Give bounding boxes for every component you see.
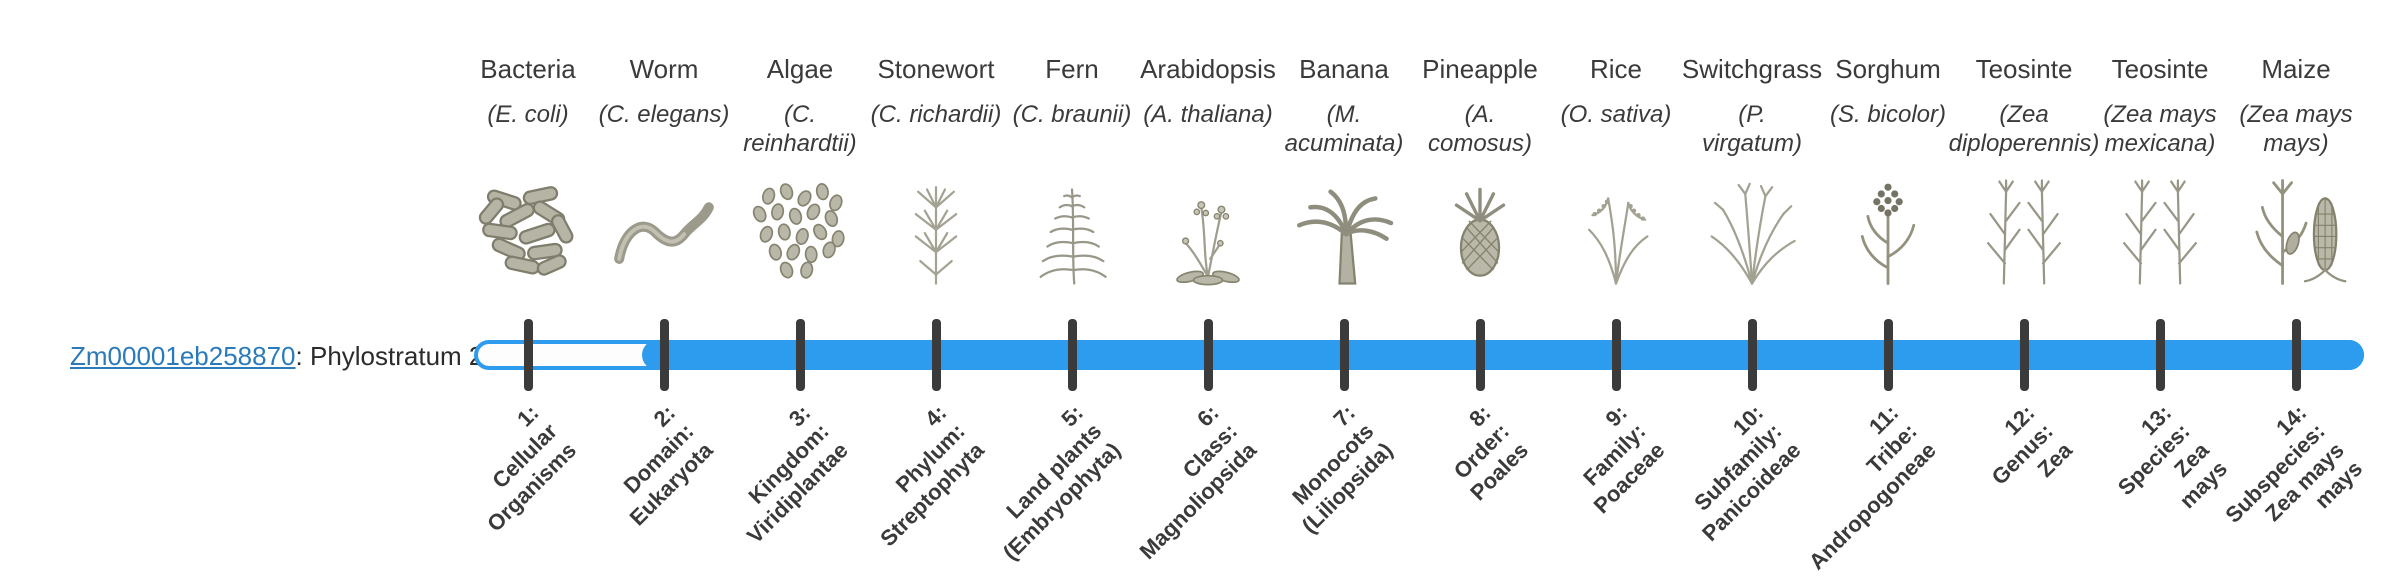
phylostrata-bar-fill xyxy=(642,340,2364,370)
stratum-label-1: 1: Cellular Organisms xyxy=(482,400,581,537)
organism-scientific-name: (C. elegans) xyxy=(598,101,730,128)
stratum-tick-7 xyxy=(1340,319,1349,391)
maize-icon xyxy=(2211,168,2381,288)
stratum-tick-4 xyxy=(932,319,941,391)
arabidopsis-icon xyxy=(1123,168,1293,288)
bacteria-icon xyxy=(443,168,613,288)
fern-icon xyxy=(987,168,1157,288)
phylostrata-bar xyxy=(474,340,2364,370)
organism-scientific-name: (A. comosus) xyxy=(1427,101,1533,158)
stratum-label-9: 9: Family: Poaceae xyxy=(1578,400,1669,519)
gene-label: Zm00001eb258870: Phylostratum 2 xyxy=(70,340,483,372)
organism-name: Algae xyxy=(766,54,834,84)
stratum-label-14: 14: Subspecies: Zea mays mays xyxy=(2221,400,2368,528)
organism-scientific-name: (E. coli) xyxy=(487,101,569,128)
gene-id-link[interactable]: Zm00001eb258870 xyxy=(70,341,296,371)
organism-scientific-name: (P. virgatum) xyxy=(1701,101,1803,158)
switchgrass-icon xyxy=(1667,168,1837,288)
stratum-tick-10 xyxy=(1748,319,1757,391)
organism-name: Arabidopsis xyxy=(1140,54,1276,84)
worm-icon xyxy=(579,168,749,288)
organism-name: Maize xyxy=(2261,54,2331,84)
stratum-label-8: 8: Order: Poales xyxy=(1449,400,1533,506)
stratum-label-7: 7: Monocots (Liliopsida) xyxy=(1287,400,1397,538)
organism-scientific-name: (A. thaliana) xyxy=(1143,101,1273,128)
organism-scientific-name: (M. acuminata) xyxy=(1284,101,1404,158)
stratum-tick-2 xyxy=(660,319,669,391)
stratum-tick-1 xyxy=(524,319,533,391)
stratum-label-13: 13: Species: Zea mays xyxy=(2112,400,2232,514)
stonewort-icon xyxy=(851,168,1021,288)
stratum-label-2: 2: Domain: Eukaryota xyxy=(618,400,717,531)
stratum-tick-12 xyxy=(2020,319,2029,391)
stratum-label-12: 12: Genus: Zea xyxy=(1987,400,2077,490)
teosinte-icon xyxy=(1939,168,2109,288)
stratum-tick-6 xyxy=(1204,319,1213,391)
organism-name: Teosinte xyxy=(1975,54,2073,84)
organism-name: Teosinte xyxy=(2111,54,2209,84)
organism-name: Stonewort xyxy=(877,54,995,84)
organism-name: Sorghum xyxy=(1835,54,1941,84)
organism-name: Pineapple xyxy=(1422,54,1538,84)
gene-phylostratum-text: : Phylostratum 2 xyxy=(295,341,484,371)
stratum-label-6: 6: Class: Magnoliopsida xyxy=(1134,400,1261,564)
organism-scientific-name: (S. bicolor) xyxy=(1829,101,1947,128)
organism-name: Switchgrass xyxy=(1681,54,1823,84)
stratum-label-4: 4: Phylum: Streptophyta xyxy=(875,400,989,551)
organism-scientific-name: (Zea diploperennis) xyxy=(1948,101,2100,158)
organism-scientific-name: (C. braunii) xyxy=(1012,101,1132,128)
stratum-label-11: 11: Tribe: Andropogoneae xyxy=(1804,400,1941,575)
stratum-tick-13 xyxy=(2156,319,2165,391)
organism-name: Rice xyxy=(1589,54,1642,84)
organism-name: Fern xyxy=(1045,54,1099,84)
teosinte-icon xyxy=(2075,168,2245,288)
organism-name: Banana xyxy=(1299,54,1389,84)
stratum-tick-11 xyxy=(1884,319,1893,391)
organism-scientific-name: (C. richardii) xyxy=(870,101,1002,128)
stratum-tick-3 xyxy=(796,319,805,391)
stratum-tick-5 xyxy=(1068,319,1077,391)
stratum-tick-8 xyxy=(1476,319,1485,391)
organism-scientific-name: (Zea mays mexicana) xyxy=(2103,101,2217,158)
pineapple-icon xyxy=(1395,168,1565,288)
organism-scientific-name: (O. sativa) xyxy=(1560,101,1672,128)
organism-scientific-name: (Zea mays mays) xyxy=(2239,101,2353,158)
rice-icon xyxy=(1531,168,1701,288)
stratum-tick-9 xyxy=(1612,319,1621,391)
organism-name: Worm xyxy=(629,54,699,84)
organism-name: Bacteria xyxy=(480,54,576,84)
stratum-label-3: 3: Kingdom: Viridiplantae xyxy=(742,400,853,549)
stratum-tick-14 xyxy=(2292,319,2301,391)
organism-scientific-name: (C. reinhardtii) xyxy=(743,101,857,158)
banana-icon xyxy=(1259,168,1429,288)
sorghum-icon xyxy=(1803,168,1973,288)
stratum-label-5: 5: Land plants (Embryophyta) xyxy=(997,400,1125,565)
algae-icon xyxy=(715,168,885,288)
